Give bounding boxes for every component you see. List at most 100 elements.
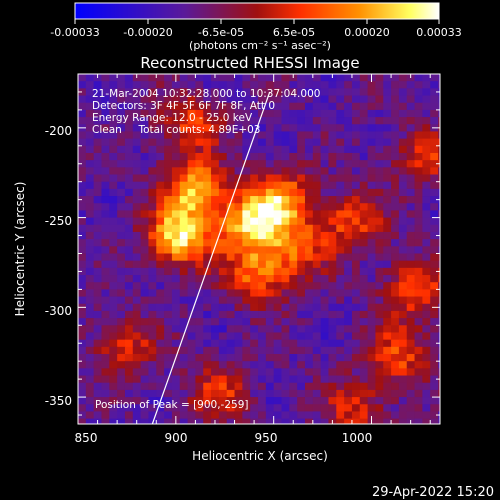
heatmap-cell (195, 174, 204, 183)
heatmap-cell (367, 375, 376, 384)
heatmap-cell (328, 397, 337, 405)
heatmap-cell (164, 275, 173, 283)
heatmap-cell (78, 160, 87, 168)
heatmap-cell (124, 303, 134, 312)
heatmap-cell (414, 181, 423, 190)
heatmap-cell (422, 81, 431, 89)
heatmap-cell (438, 382, 440, 391)
heatmap-cell (430, 231, 439, 240)
heatmap-cell (187, 361, 196, 369)
heatmap-cell (328, 404, 337, 412)
heatmap-cell (140, 267, 149, 276)
heatmap-cell (391, 152, 400, 161)
heatmap-cell (430, 167, 439, 175)
heatmap-cell (281, 296, 290, 305)
heatmap-cell (179, 382, 188, 391)
heatmap-cell (375, 131, 384, 140)
heatmap-cell (109, 117, 118, 125)
heatmap-cell (258, 131, 267, 140)
heatmap-cell (336, 368, 345, 376)
heatmap-cell (391, 253, 400, 262)
heatmap-cell (242, 131, 251, 140)
heatmap-cell (148, 160, 157, 168)
heatmap-cell (148, 145, 157, 154)
heatmap-cell (148, 389, 157, 398)
heatmap-cell (265, 296, 275, 305)
heatmap-cell (234, 246, 243, 254)
heatmap-cell (398, 95, 408, 104)
heatmap-cell (375, 224, 384, 233)
heatmap-cell (124, 117, 134, 125)
heatmap-cell (398, 382, 408, 391)
heatmap-cell (124, 332, 134, 341)
heatmap-cell (203, 217, 212, 226)
heatmap-cell (344, 124, 353, 132)
heatmap-cell (211, 109, 220, 118)
heatmap-cell (312, 354, 322, 362)
heatmap-cell (179, 368, 188, 376)
heatmap-cell (375, 188, 384, 197)
heatmap-cell (164, 81, 173, 89)
heatmap-cell (430, 109, 439, 118)
heatmap-cell (391, 397, 400, 405)
heatmap-cell (203, 138, 212, 147)
heatmap-cell (156, 124, 165, 132)
heatmap-cell (109, 95, 118, 104)
heatmap-cell (164, 124, 173, 132)
heatmap-cell (297, 275, 306, 283)
heatmap-cell (398, 239, 408, 247)
heatmap-cell (430, 289, 439, 297)
heatmap-cell (297, 138, 306, 147)
heatmap-cell (164, 303, 173, 312)
heatmap-cell (124, 231, 134, 240)
heatmap-cell (85, 354, 95, 362)
heatmap-cell (422, 145, 431, 154)
heatmap-cell (211, 368, 220, 376)
heatmap-cell (406, 167, 415, 175)
heatmap-cell (273, 174, 282, 183)
heatmap-cell (398, 282, 408, 290)
heatmap-cell (148, 332, 157, 341)
heatmap-cell (203, 239, 212, 247)
heatmap-cell (367, 145, 376, 154)
heatmap-cell (414, 231, 423, 240)
heatmap-cell (140, 231, 149, 240)
heatmap-cell (273, 109, 282, 118)
heatmap-cell (250, 267, 259, 276)
heatmap-cell (164, 117, 173, 125)
heatmap-cell (140, 167, 149, 175)
heatmap-cell (414, 210, 423, 218)
heatmap-cell (265, 239, 275, 247)
heatmap-cell (85, 181, 95, 190)
heatmap-cell (320, 282, 329, 290)
heatmap-cell (367, 109, 376, 118)
heatmap-cell (304, 88, 314, 96)
heatmap-cell (359, 267, 368, 276)
heatmap-cell (406, 339, 415, 348)
heatmap-cell (156, 74, 165, 82)
heatmap-cell (281, 95, 290, 104)
heatmap-cell (367, 152, 376, 161)
heatmap-cell (391, 260, 400, 269)
heatmap-cell (218, 389, 228, 398)
heatmap-cell (78, 375, 87, 384)
heatmap-cell (93, 88, 102, 96)
heatmap-cell (414, 160, 423, 168)
heatmap-cell (422, 296, 431, 305)
heatmap-cell (438, 102, 440, 111)
heatmap-cell (304, 203, 314, 211)
heatmap-cell (438, 354, 440, 362)
heatmap-cell (124, 404, 134, 412)
heatmap-cell (109, 181, 118, 190)
heatmap-cell (328, 382, 337, 391)
heatmap-cell (203, 160, 212, 168)
heatmap-cell (328, 138, 337, 147)
heatmap-cell (398, 210, 408, 218)
heatmap-cell (85, 167, 95, 175)
heatmap-cell (211, 217, 220, 226)
heatmap-cell (351, 303, 361, 312)
heatmap-cell (250, 124, 259, 132)
heatmap-cell (438, 239, 440, 247)
heatmap-cell (234, 239, 243, 247)
heatmap-cell (164, 310, 173, 319)
